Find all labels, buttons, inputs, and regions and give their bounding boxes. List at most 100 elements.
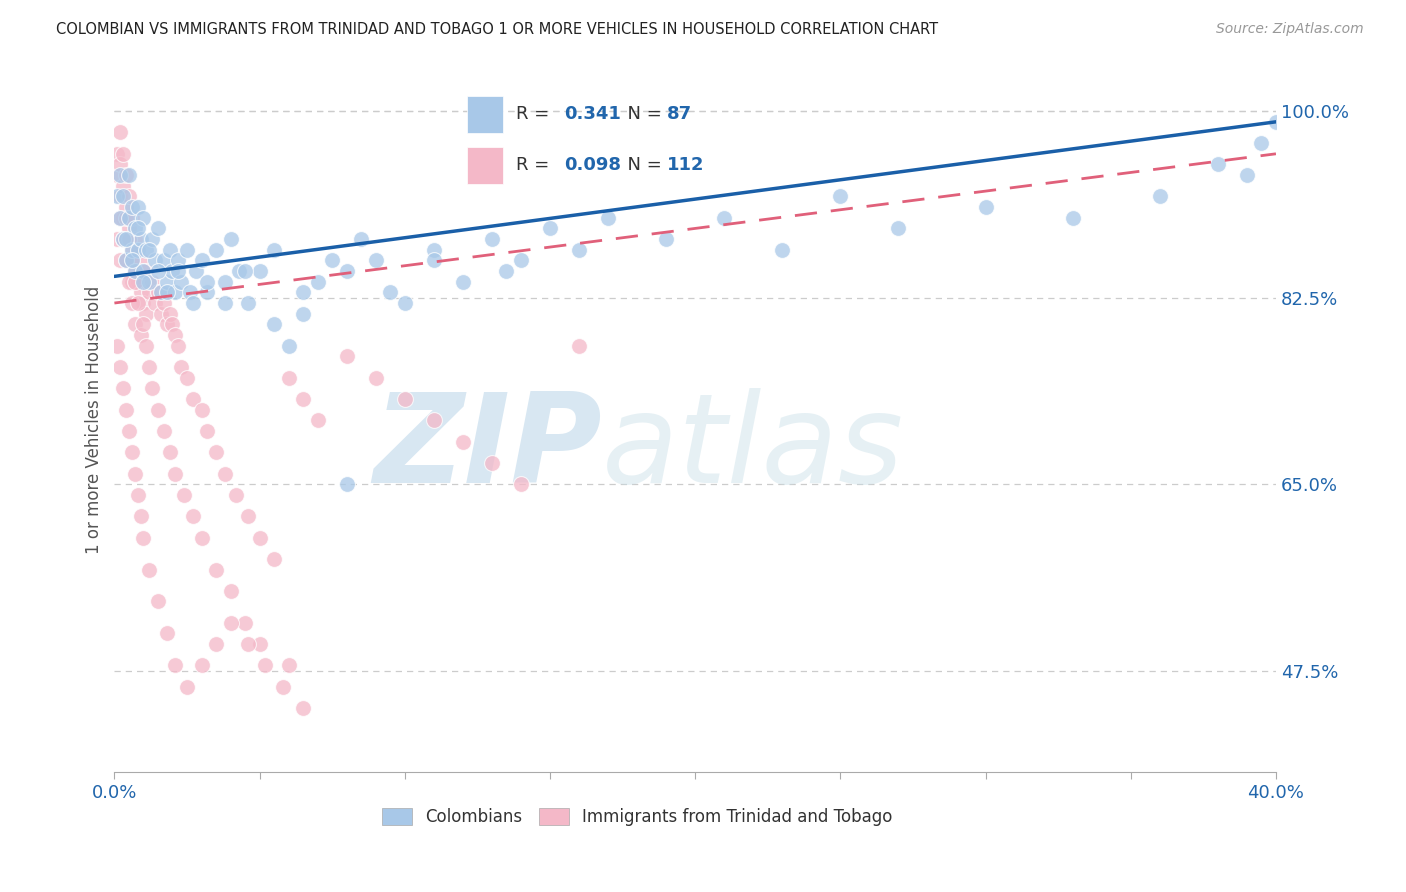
Point	[146, 285, 169, 300]
Point	[105, 189, 128, 203]
Point	[121, 296, 143, 310]
Point	[195, 275, 218, 289]
Point	[249, 637, 271, 651]
Point	[115, 200, 138, 214]
Text: Source: ZipAtlas.com: Source: ZipAtlas.com	[1216, 22, 1364, 37]
Point	[292, 307, 315, 321]
Point	[228, 264, 250, 278]
Point	[181, 509, 204, 524]
Point	[110, 189, 132, 203]
Point	[214, 275, 236, 289]
Point	[124, 264, 146, 278]
Point	[121, 445, 143, 459]
Point	[159, 243, 181, 257]
Point	[568, 243, 591, 257]
Point	[195, 285, 218, 300]
Point	[219, 583, 242, 598]
Point	[205, 243, 228, 257]
Point	[336, 264, 359, 278]
Point	[173, 488, 195, 502]
Point	[129, 232, 152, 246]
Point	[423, 413, 446, 427]
Point	[380, 285, 402, 300]
Point	[127, 296, 149, 310]
Point	[364, 370, 387, 384]
Point	[336, 349, 359, 363]
Point	[129, 285, 152, 300]
Point	[127, 275, 149, 289]
Point	[249, 264, 271, 278]
Point	[121, 211, 143, 225]
Point	[394, 296, 416, 310]
Point	[112, 178, 135, 193]
Point	[124, 467, 146, 481]
Point	[190, 531, 212, 545]
Point	[277, 658, 299, 673]
Point	[156, 626, 179, 640]
Point	[974, 200, 997, 214]
Point	[138, 275, 160, 289]
Point	[118, 253, 141, 268]
Point	[538, 221, 561, 235]
Point	[167, 264, 190, 278]
Point	[236, 637, 259, 651]
Point	[112, 189, 135, 203]
Point	[236, 296, 259, 310]
Point	[121, 275, 143, 289]
Point	[132, 296, 155, 310]
Point	[423, 243, 446, 257]
Point	[115, 253, 138, 268]
Point	[156, 318, 179, 332]
Point	[105, 232, 128, 246]
Point	[205, 445, 228, 459]
Point	[146, 402, 169, 417]
Point	[112, 146, 135, 161]
Point	[118, 168, 141, 182]
Point	[138, 243, 160, 257]
Point	[451, 275, 474, 289]
Point	[143, 253, 166, 268]
Point	[176, 370, 198, 384]
Point	[205, 637, 228, 651]
Point	[132, 275, 155, 289]
Point	[307, 275, 329, 289]
Point	[105, 146, 128, 161]
Text: ZIP: ZIP	[374, 388, 602, 509]
Point	[292, 392, 315, 406]
Point	[190, 402, 212, 417]
Point	[121, 200, 143, 214]
Point	[127, 488, 149, 502]
Point	[292, 701, 315, 715]
Point	[655, 232, 678, 246]
Point	[135, 243, 157, 257]
Point	[135, 307, 157, 321]
Point	[124, 318, 146, 332]
Point	[146, 221, 169, 235]
Point	[1149, 189, 1171, 203]
Point	[179, 285, 201, 300]
Point	[127, 243, 149, 257]
Point	[292, 285, 315, 300]
Point	[249, 531, 271, 545]
Point	[112, 211, 135, 225]
Point	[135, 339, 157, 353]
Point	[141, 381, 163, 395]
Point	[451, 434, 474, 449]
Point	[510, 477, 533, 491]
Point	[118, 221, 141, 235]
Point	[481, 232, 503, 246]
Point	[127, 200, 149, 214]
Point	[510, 253, 533, 268]
Point	[118, 189, 141, 203]
Point	[162, 318, 184, 332]
Point	[141, 275, 163, 289]
Point	[165, 658, 187, 673]
Point	[321, 253, 343, 268]
Point	[170, 275, 193, 289]
Point	[149, 307, 172, 321]
Point	[394, 392, 416, 406]
Point	[1236, 168, 1258, 182]
Point	[1265, 115, 1288, 129]
Point	[132, 264, 155, 278]
Point	[254, 658, 277, 673]
